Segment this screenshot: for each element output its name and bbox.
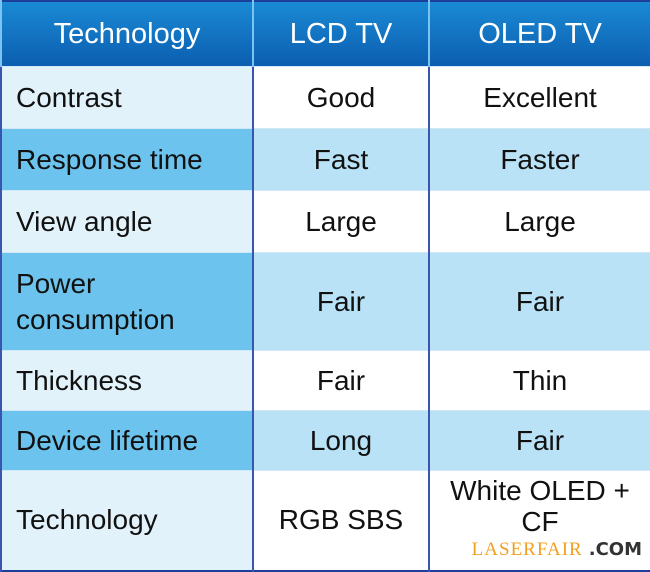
lcd-cell: Good bbox=[252, 66, 429, 129]
feature-cell: Technology bbox=[0, 470, 253, 571]
header-oled: OLED TV bbox=[428, 1, 650, 67]
table-row: View angle Large Large bbox=[0, 190, 650, 253]
feature-cell: Contrast bbox=[0, 66, 253, 129]
oled-cell: Fair bbox=[428, 252, 650, 351]
lcd-cell: Large bbox=[252, 190, 429, 253]
feature-cell: Response time bbox=[0, 128, 253, 191]
oled-cell: White OLED + CF bbox=[450, 475, 630, 537]
oled-cell-container: White OLED + CF LASERFAIR .COM bbox=[428, 470, 650, 571]
oled-cell: Fair bbox=[428, 410, 650, 471]
oled-cell: Thin bbox=[428, 350, 650, 411]
feature-cell: View angle bbox=[0, 190, 253, 253]
feature-cell: Power consumption bbox=[0, 252, 253, 351]
table-row: Thickness Fair Thin bbox=[0, 350, 650, 411]
oled-cell: Large bbox=[428, 190, 650, 253]
oled-cell: Excellent bbox=[428, 66, 650, 129]
table-row: Response time Fast Faster bbox=[0, 128, 650, 191]
lcd-cell: RGB SBS bbox=[252, 470, 429, 571]
header-row: Technology LCD TV OLED TV bbox=[0, 1, 650, 67]
watermark-suffix: .COM bbox=[588, 539, 642, 560]
table-row: Device lifetime Long Fair bbox=[0, 410, 650, 471]
watermark: LASERFAIR .COM bbox=[438, 539, 642, 561]
watermark-brand: LASERFAIR bbox=[471, 539, 583, 560]
feature-cell: Device lifetime bbox=[0, 410, 253, 471]
lcd-cell: Fair bbox=[252, 252, 429, 351]
feature-cell: Thickness bbox=[0, 350, 253, 411]
lcd-cell: Long bbox=[252, 410, 429, 471]
table-row: Technology RGB SBS White OLED + CF LASER… bbox=[0, 470, 650, 571]
header-lcd: LCD TV bbox=[252, 1, 429, 67]
header-technology: Technology bbox=[0, 1, 253, 67]
table-row: Contrast Good Excellent bbox=[0, 66, 650, 129]
oled-cell: Faster bbox=[428, 128, 650, 191]
lcd-cell: Fast bbox=[252, 128, 429, 191]
lcd-cell: Fair bbox=[252, 350, 429, 411]
table-row: Power consumption Fair Fair bbox=[0, 252, 650, 351]
